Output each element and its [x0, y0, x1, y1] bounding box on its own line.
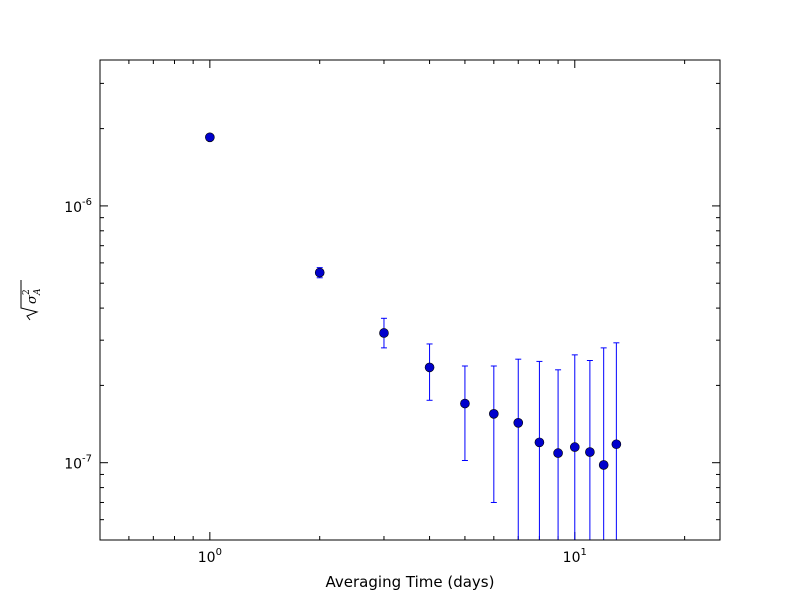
- tick-labels: 100 101 10-7 10-6: [64, 197, 587, 566]
- svg-text:σ: σ: [25, 294, 40, 304]
- y-tick-label: 10-7: [64, 454, 92, 473]
- data-point: [585, 447, 595, 457]
- x-tick-label: 101: [563, 547, 587, 566]
- data-point: [513, 418, 524, 428]
- data-point: [424, 362, 435, 373]
- data-point: [205, 132, 215, 143]
- data-point: [489, 409, 499, 419]
- data-point: [598, 460, 609, 470]
- data-point: [534, 437, 545, 448]
- data-point: [379, 328, 389, 338]
- data-point: [314, 267, 325, 278]
- y-axis-label: σ 2 A: [20, 280, 43, 321]
- data-point: [460, 398, 470, 409]
- data-point: [569, 442, 580, 452]
- y-tick-label: 10-6: [64, 197, 92, 216]
- svg-text:2: 2: [22, 289, 32, 295]
- x-tick-label: 100: [198, 547, 222, 566]
- plot-frame: [99, 59, 721, 541]
- plot-area: [205, 132, 622, 540]
- data-point: [553, 448, 563, 458]
- data-point: [611, 439, 622, 450]
- x-axis-label: Averaging Time (days): [326, 573, 495, 591]
- svg-text:A: A: [33, 288, 43, 296]
